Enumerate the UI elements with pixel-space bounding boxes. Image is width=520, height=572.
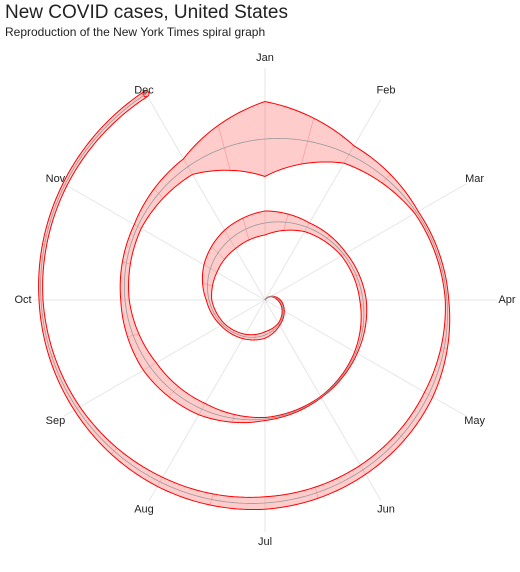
band-segment xyxy=(397,346,448,441)
band-segment xyxy=(301,117,391,184)
spoke xyxy=(148,98,266,301)
month-label: Mar xyxy=(465,173,484,185)
month-label: Dec xyxy=(134,84,154,96)
chart-subtitle: Reproduction of the New York Times spira… xyxy=(5,25,265,39)
band-segment xyxy=(127,333,179,397)
band-outline xyxy=(42,96,446,498)
month-label: Sep xyxy=(46,415,66,427)
spoke xyxy=(264,98,382,301)
month-label: Jan xyxy=(256,52,274,64)
month-label: Nov xyxy=(46,173,66,185)
month-labels: Jan Feb Mar Apr May Jun Jul Aug Sep Oct Nov Dec xyxy=(14,52,515,548)
month-label: Feb xyxy=(377,84,396,96)
band-outline xyxy=(38,90,451,511)
chart-title: New COVID cases, United States xyxy=(5,2,288,23)
spoke xyxy=(63,299,266,417)
spokes xyxy=(33,68,497,532)
month-label: Oct xyxy=(14,294,31,306)
band xyxy=(38,90,451,511)
spoke xyxy=(264,299,382,502)
spoke xyxy=(264,183,467,301)
month-label: Aug xyxy=(134,503,154,515)
band-cap xyxy=(142,90,150,98)
spiral-line xyxy=(40,93,448,504)
month-label: Jul xyxy=(258,536,272,548)
month-label: Jun xyxy=(377,503,395,515)
band-segment xyxy=(153,124,231,199)
spoke xyxy=(148,299,266,502)
spoke xyxy=(63,183,266,301)
month-label: Apr xyxy=(498,294,515,306)
band-segment xyxy=(435,253,450,350)
month-label: May xyxy=(464,415,485,427)
